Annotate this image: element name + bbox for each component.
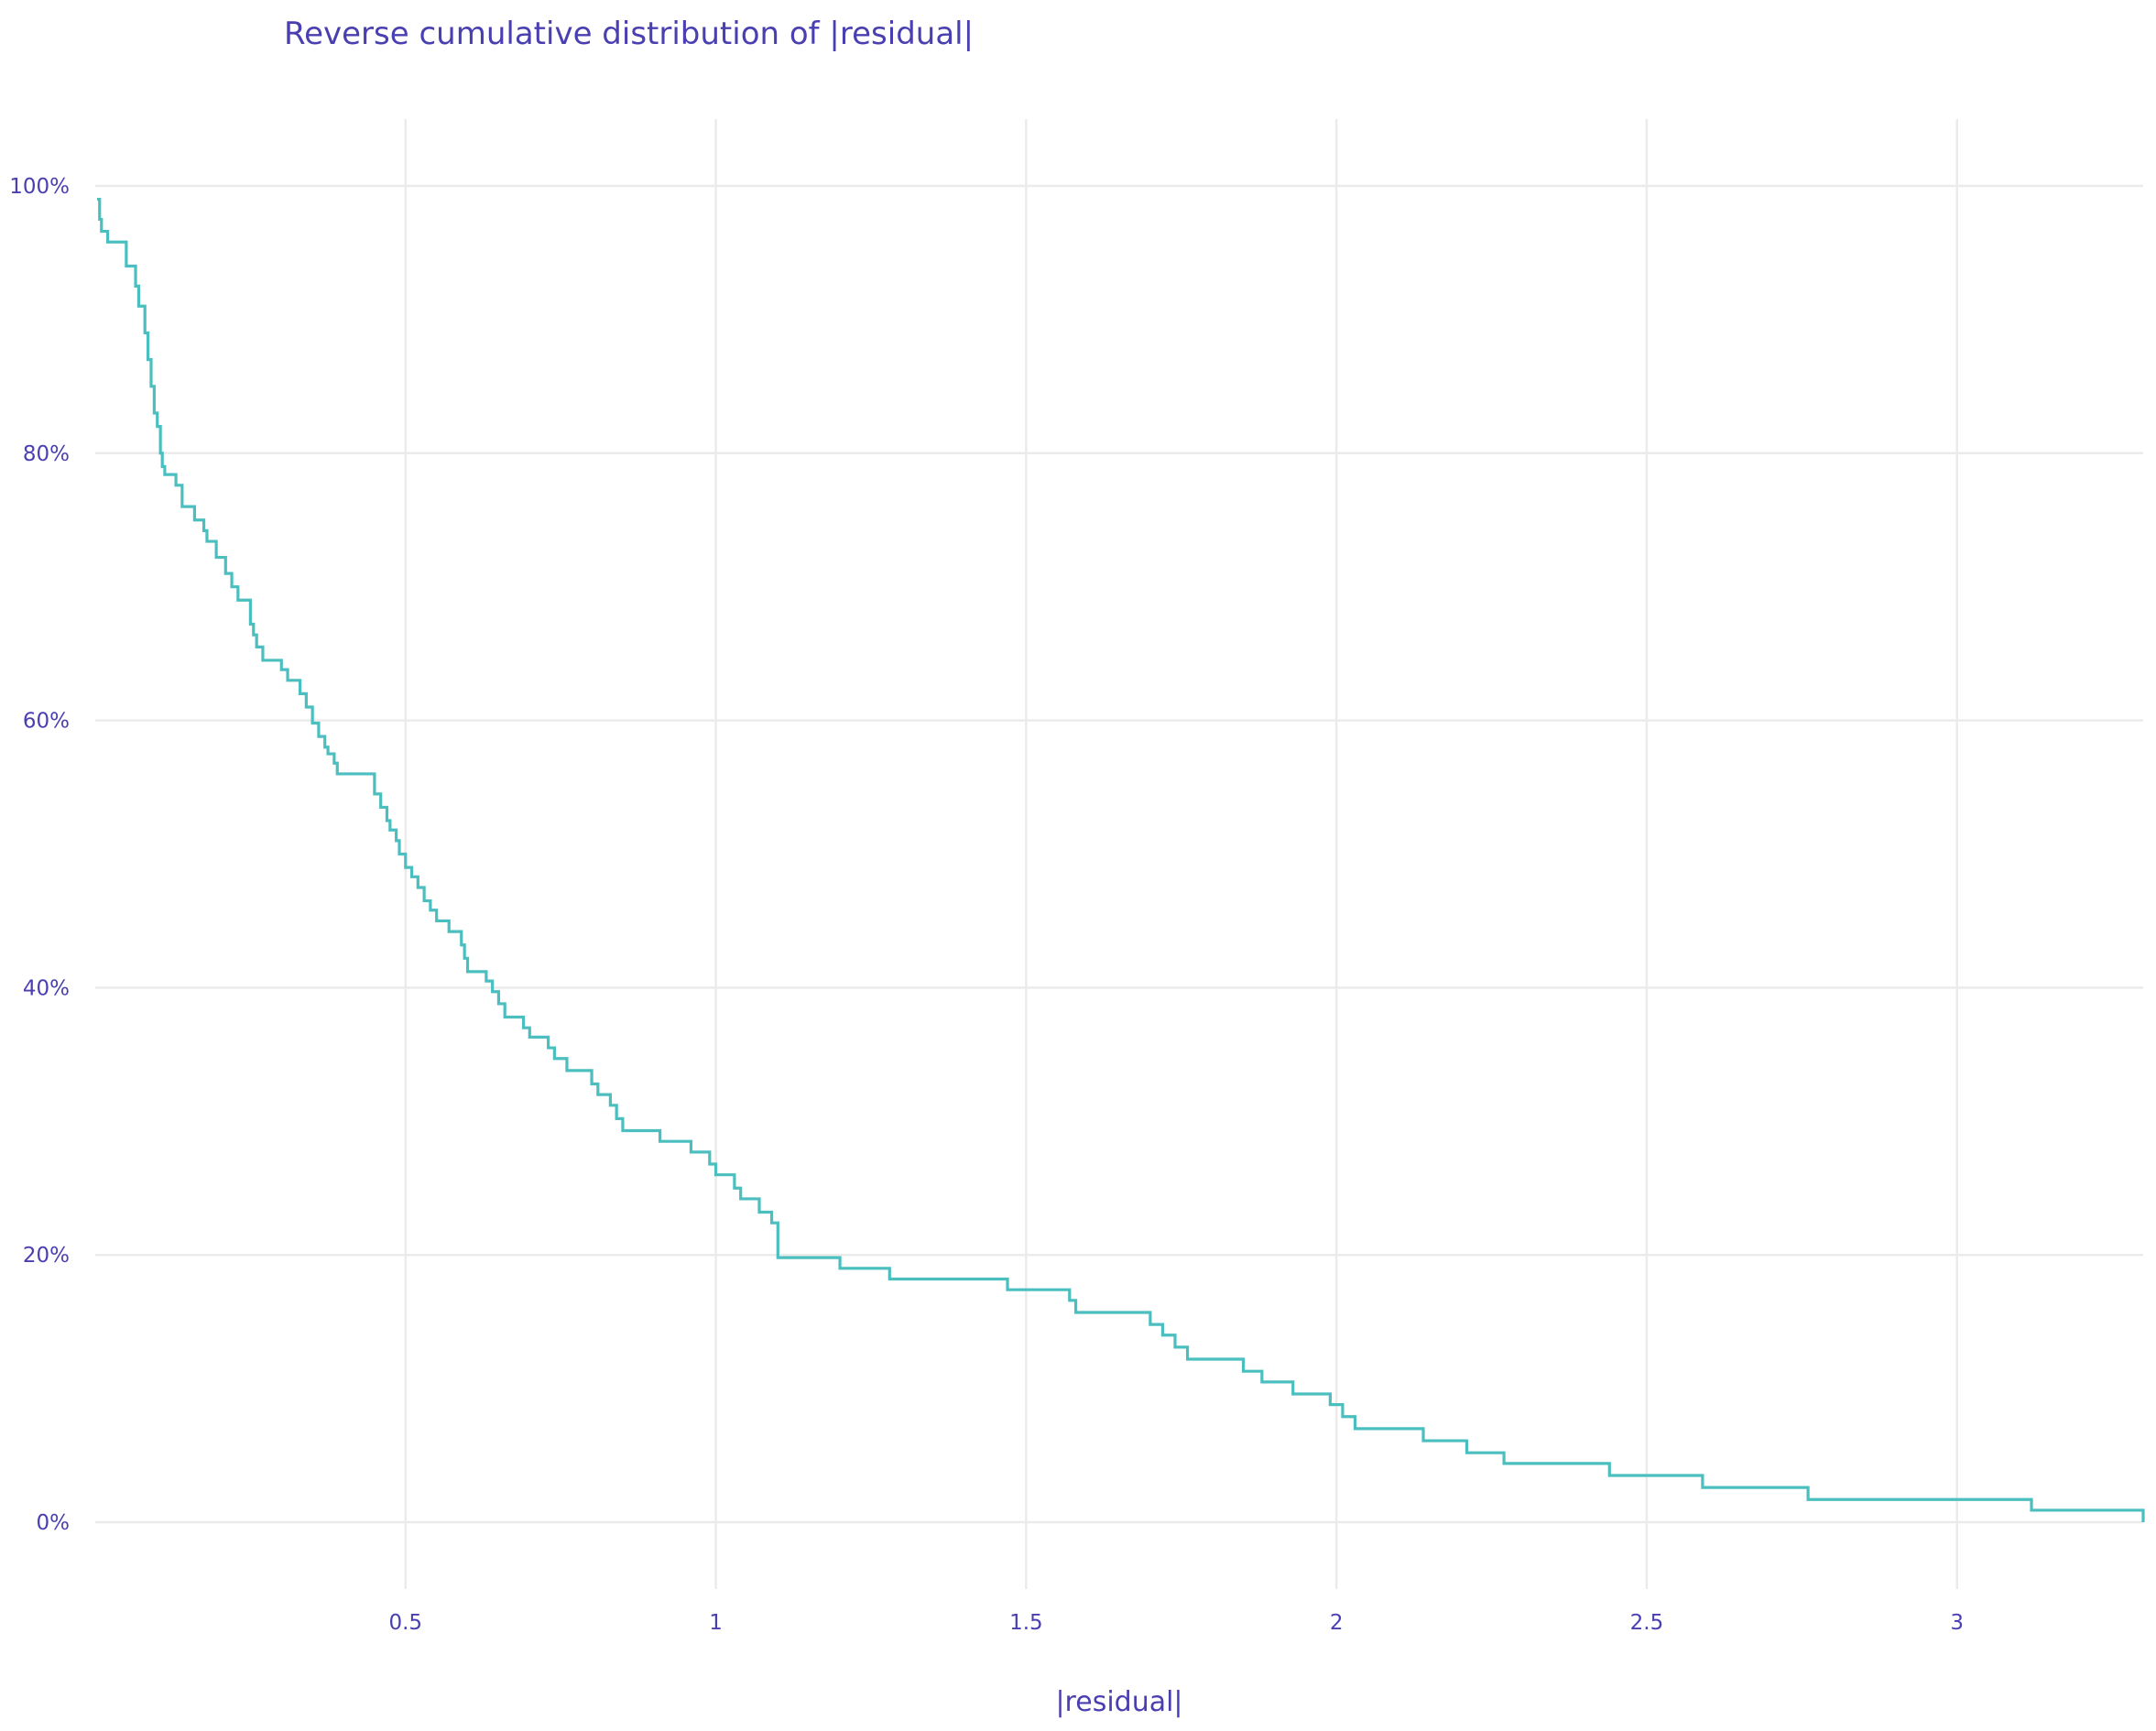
x-tick-label: 0.5 (388, 1611, 422, 1635)
y-tick-label: 100% (9, 175, 70, 199)
y-tick-label: 0% (37, 1511, 71, 1535)
y-tick-label: 60% (23, 710, 70, 734)
y-tick-labels: 0% 20% 40% 60% 80% 100% (9, 175, 70, 1535)
x-tick-label: 3 (1950, 1611, 1964, 1635)
x-tick-labels: 0.5 1 1.5 2 2.5 3 (388, 1611, 1964, 1635)
x-tick-label: 1.5 (1009, 1611, 1043, 1635)
chart-title: Reverse cumulative distribution of |resi… (284, 16, 974, 52)
x-tick-label: 1 (709, 1611, 723, 1635)
y-tick-label: 80% (23, 442, 70, 466)
x-tick-label: 2 (1330, 1611, 1344, 1635)
x-tick-label: 2.5 (1630, 1611, 1664, 1635)
x-axis-title: |residual| (1055, 1686, 1182, 1718)
y-tick-label: 20% (23, 1244, 70, 1268)
data-layer (97, 197, 2145, 1523)
gridlines (95, 119, 2143, 1589)
y-tick-label: 40% (23, 976, 70, 1000)
series-line-0 (97, 197, 2145, 1523)
